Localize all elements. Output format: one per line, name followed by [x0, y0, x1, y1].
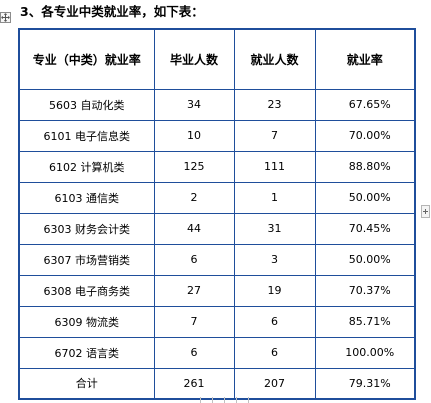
- cell-graduates: 7: [153, 305, 235, 338]
- cell-employed: 23: [233, 88, 316, 121]
- cell-graduates: 27: [153, 274, 235, 307]
- cell-rate: 70.00%: [314, 119, 416, 152]
- table-row: 6308 电子商务类 27 19 70.37%: [18, 274, 416, 307]
- cell-major: 6702 语言类: [18, 336, 155, 369]
- employment-rate-table: 专业（中类）就业率 毕业人数 就业人数 就业率 5603 自动化类 34 23 …: [18, 28, 416, 400]
- cell-major: 6307 市场营销类: [18, 243, 155, 276]
- column-resize-marks: [200, 397, 252, 403]
- cell-rate: 67.65%: [314, 88, 416, 121]
- cell-major: 6101 电子信息类: [18, 119, 155, 152]
- move-anchor-icon[interactable]: [0, 12, 11, 23]
- table-row: 6303 财务会计类 44 31 70.45%: [18, 212, 416, 245]
- section-heading: 3、各专业中类就业率，如下表：: [20, 4, 204, 19]
- cell-employed: 6: [233, 336, 316, 369]
- cell-employed: 7: [233, 119, 316, 152]
- add-column-icon[interactable]: [421, 205, 430, 218]
- table-row: 6102 计算机类 125 111 88.80%: [18, 150, 416, 183]
- cell-employed: 3: [233, 243, 316, 276]
- cell-graduates: 44: [153, 212, 235, 245]
- cell-total-graduates: 261: [153, 367, 235, 400]
- table-row: 6307 市场营销类 6 3 50.00%: [18, 243, 416, 276]
- cell-graduates: 6: [153, 336, 235, 369]
- cell-graduates: 34: [153, 88, 235, 121]
- table-row: 6103 通信类 2 1 50.00%: [18, 181, 416, 214]
- header-employment-rate: 就业率: [314, 28, 416, 90]
- cell-employed: 6: [233, 305, 316, 338]
- table-header-row: 专业（中类）就业率 毕业人数 就业人数 就业率: [18, 28, 416, 90]
- resize-mark: [236, 397, 240, 403]
- cell-rate: 100.00%: [314, 336, 416, 369]
- cell-major: 6308 电子商务类: [18, 274, 155, 307]
- cell-total-employed: 207: [233, 367, 316, 400]
- header-employed: 就业人数: [233, 28, 316, 90]
- resize-mark: [224, 397, 228, 403]
- cell-rate: 50.00%: [314, 181, 416, 214]
- resize-mark: [212, 397, 216, 403]
- cell-employed: 19: [233, 274, 316, 307]
- cell-graduates: 6: [153, 243, 235, 276]
- header-graduates: 毕业人数: [153, 28, 235, 90]
- resize-mark: [248, 397, 252, 403]
- cell-major: 6309 物流类: [18, 305, 155, 338]
- cell-graduates: 2: [153, 181, 235, 214]
- table-total-row: 合计 261 207 79.31%: [18, 367, 416, 400]
- cell-total-label: 合计: [18, 367, 155, 400]
- table-row: 5603 自动化类 34 23 67.65%: [18, 88, 416, 121]
- cell-graduates: 10: [153, 119, 235, 152]
- cell-rate: 50.00%: [314, 243, 416, 276]
- table-row: 6101 电子信息类 10 7 70.00%: [18, 119, 416, 152]
- table-row: 6309 物流类 7 6 85.71%: [18, 305, 416, 338]
- cell-employed: 111: [233, 150, 316, 183]
- cell-graduates: 125: [153, 150, 235, 183]
- table-row: 6702 语言类 6 6 100.00%: [18, 336, 416, 369]
- cell-major: 6103 通信类: [18, 181, 155, 214]
- resize-mark: [200, 397, 204, 403]
- cell-rate: 85.71%: [314, 305, 416, 338]
- cell-major: 6102 计算机类: [18, 150, 155, 183]
- header-major: 专业（中类）就业率: [18, 28, 155, 90]
- cell-rate: 70.37%: [314, 274, 416, 307]
- cell-employed: 1: [233, 181, 316, 214]
- cell-major: 6303 财务会计类: [18, 212, 155, 245]
- cell-rate: 88.80%: [314, 150, 416, 183]
- cell-major: 5603 自动化类: [18, 88, 155, 121]
- cell-total-rate: 79.31%: [314, 367, 416, 400]
- cell-rate: 70.45%: [314, 212, 416, 245]
- cell-employed: 31: [233, 212, 316, 245]
